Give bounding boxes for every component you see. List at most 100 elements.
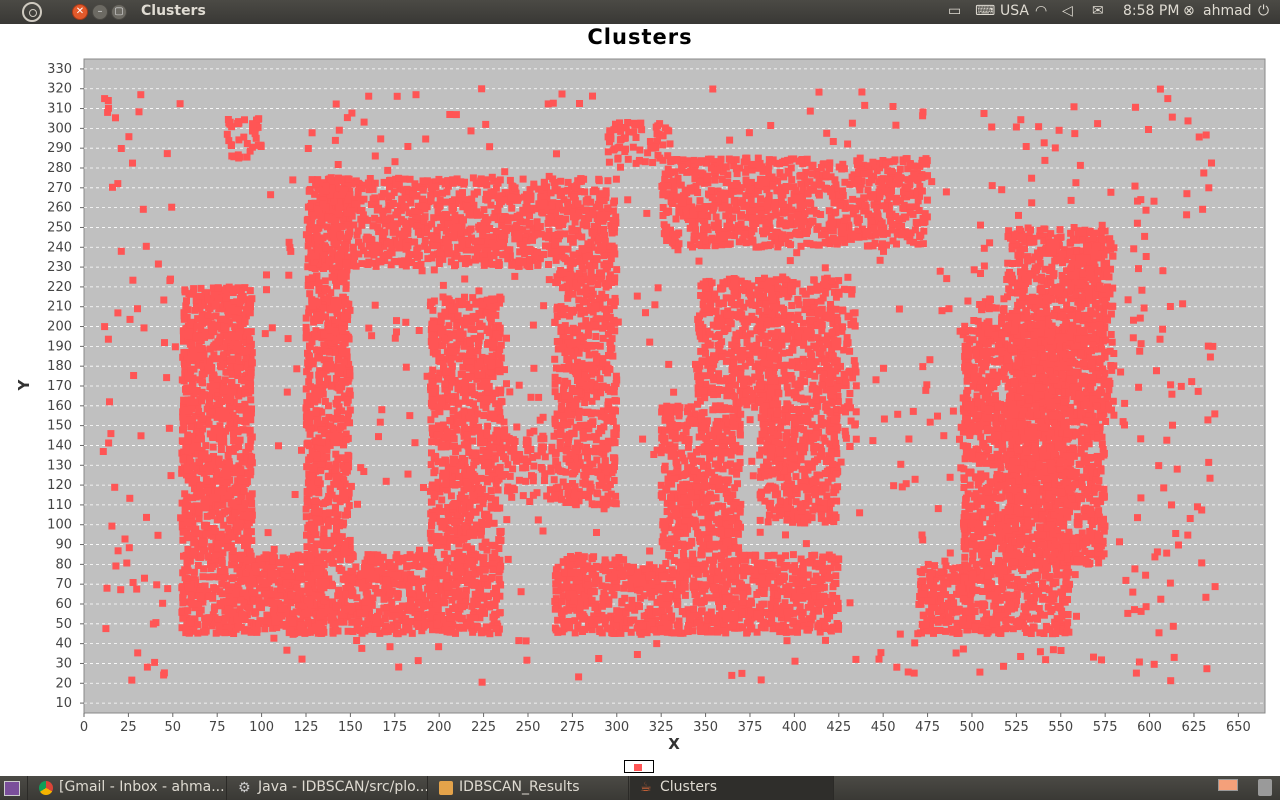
mail-icon[interactable]: ✉ (1092, 3, 1104, 19)
data-point (339, 293, 347, 301)
user-name[interactable]: ahmad (1203, 3, 1252, 19)
data-point (247, 369, 255, 377)
data-point (235, 315, 243, 323)
data-point (306, 599, 314, 606)
data-point (224, 307, 232, 315)
data-point (369, 553, 377, 561)
data-point (332, 399, 340, 407)
data-point (381, 585, 389, 593)
data-point (429, 512, 437, 520)
data-point (290, 561, 298, 569)
data-point (221, 614, 229, 622)
data-point (202, 627, 209, 635)
data-point (492, 625, 500, 633)
data-point (449, 306, 457, 314)
data-point (214, 294, 222, 302)
data-point (321, 251, 329, 259)
volume-mute-icon[interactable]: ◁ (1062, 3, 1073, 19)
data-point (319, 536, 327, 544)
data-point (247, 328, 255, 336)
close-window-button[interactable]: ✕ (72, 4, 88, 20)
data-point (411, 207, 418, 215)
data-point (221, 629, 229, 637)
data-point (269, 624, 277, 632)
power-icon[interactable]: ⏻ (1258, 3, 1270, 19)
data-point (198, 397, 206, 405)
data-point (197, 594, 205, 602)
data-point (208, 509, 216, 517)
data-point (179, 353, 187, 361)
data-point (552, 256, 560, 264)
data-point (304, 275, 312, 283)
data-point (547, 213, 555, 221)
data-point (357, 570, 365, 578)
data-point (235, 587, 243, 595)
data-point (304, 617, 312, 625)
data-point (314, 177, 322, 185)
ubuntu-logo-icon[interactable] (22, 2, 42, 22)
data-point (459, 363, 467, 371)
data-point (247, 436, 255, 444)
data-point (398, 610, 406, 618)
data-point (313, 451, 321, 459)
data-point (348, 618, 356, 626)
data-point (324, 514, 332, 521)
keyboard-layout[interactable]: USA (1000, 3, 1029, 19)
data-point (302, 404, 310, 412)
data-point (365, 582, 373, 590)
data-point (355, 238, 362, 246)
data-point (497, 341, 505, 349)
minimize-window-button[interactable]: – (92, 4, 108, 20)
data-point (216, 567, 224, 575)
data-point (322, 578, 330, 586)
data-point (188, 516, 196, 524)
data-point (210, 605, 218, 613)
data-point (282, 609, 290, 617)
data-point (350, 221, 358, 229)
data-point (490, 519, 498, 527)
data-point (465, 303, 473, 311)
data-point (480, 412, 488, 419)
maximize-window-button[interactable]: ▢ (111, 4, 127, 20)
data-point (461, 379, 469, 387)
data-point (234, 307, 242, 314)
data-point (306, 430, 314, 438)
data-point (188, 432, 196, 440)
data-point (218, 580, 226, 588)
data-point (194, 629, 202, 637)
data-point (195, 508, 203, 516)
y-tick-label: 50 (55, 617, 72, 632)
data-point (577, 188, 585, 196)
clock[interactable]: 8:58 PM (1123, 3, 1180, 19)
data-point (550, 179, 558, 186)
data-point (454, 223, 462, 231)
data-point (326, 356, 334, 364)
data-point (204, 454, 212, 462)
data-point (373, 624, 381, 632)
data-point (329, 435, 337, 443)
data-point (428, 607, 436, 615)
data-point (335, 257, 343, 265)
data-point (559, 206, 567, 214)
data-point (211, 463, 219, 471)
data-point (487, 314, 494, 322)
data-point (288, 572, 296, 580)
data-point (233, 521, 241, 529)
display-icon[interactable]: ▭ (948, 3, 962, 19)
wifi-icon[interactable]: ◠ (1035, 3, 1048, 19)
data-point (306, 371, 314, 379)
data-point (291, 579, 299, 587)
data-point (453, 322, 461, 330)
data-point (302, 385, 310, 393)
keyboard-icon[interactable]: ⌨ (975, 3, 996, 19)
data-point (310, 627, 317, 634)
data-point (310, 526, 318, 533)
data-point (481, 609, 488, 617)
data-point (223, 479, 231, 487)
data-point (480, 206, 488, 214)
data-point (364, 261, 372, 268)
data-point (526, 219, 534, 227)
data-point (178, 437, 186, 445)
data-point (338, 454, 346, 462)
data-point (463, 202, 471, 210)
